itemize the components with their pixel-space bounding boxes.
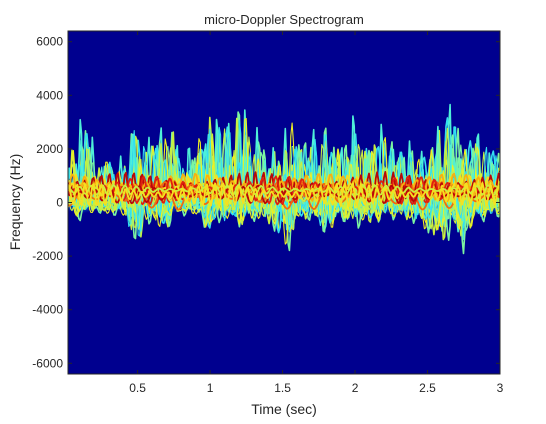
y-axis-ticks: -6000 -4000 -2000 0 2000 4000 6000 xyxy=(32,35,500,370)
x-axis-label: Time (sec) xyxy=(251,401,317,417)
x-tick-label: 1 xyxy=(207,381,214,395)
x-tick-label: 2 xyxy=(352,381,359,395)
y-tick-label: -2000 xyxy=(32,249,63,263)
y-axis-label: Frequency (Hz) xyxy=(7,154,23,250)
x-tick-label: 2.5 xyxy=(419,381,436,395)
y-tick-label: 0 xyxy=(56,196,63,210)
x-tick-label: 3 xyxy=(497,381,504,395)
y-tick-label: -4000 xyxy=(32,303,63,317)
trace-line xyxy=(68,119,500,237)
x-tick-label: 1.5 xyxy=(274,381,291,395)
y-tick-label: 4000 xyxy=(36,88,63,102)
chart-title: micro-Doppler Spectrogram xyxy=(204,12,364,27)
trace-core-line xyxy=(68,184,500,205)
trace-core-line xyxy=(68,184,500,196)
trace-core-line xyxy=(68,182,500,208)
x-tick-label: 0.5 xyxy=(129,381,146,395)
x-axis-ticks: 0.5 1 1.5 2 2.5 3 xyxy=(129,31,504,395)
y-tick-label: 2000 xyxy=(36,142,63,156)
y-tick-label: -6000 xyxy=(32,356,63,370)
y-tick-label: 6000 xyxy=(36,35,63,49)
spectrogram-traces xyxy=(68,103,500,255)
